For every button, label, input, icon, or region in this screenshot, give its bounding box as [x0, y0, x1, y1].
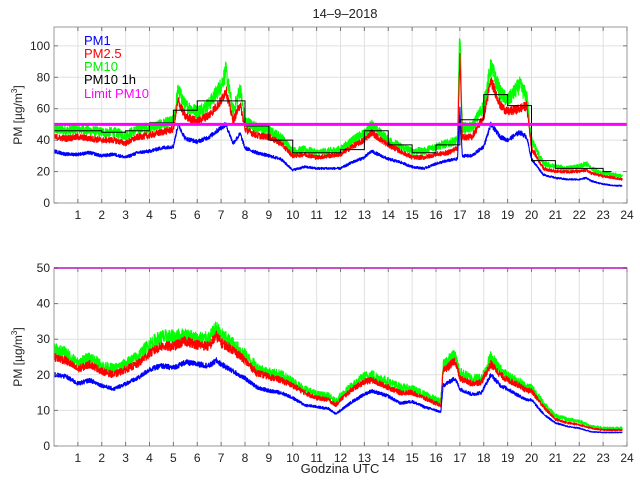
x-tick-label: 21	[549, 208, 563, 222]
x-tick-label: 12	[334, 208, 348, 222]
x-tick-label: 16	[429, 451, 443, 465]
x-tick-label: 5	[170, 451, 177, 465]
x-tick-label: 14	[382, 208, 396, 222]
series-line-pm10	[53, 321, 623, 431]
x-tick-label: 13	[358, 208, 372, 222]
x-tick-label: 20	[525, 208, 539, 222]
x-tick-label: 9	[266, 208, 273, 222]
x-tick-label: 3	[122, 451, 129, 465]
x-tick-label: 19	[501, 451, 515, 465]
x-tick-label: 24	[620, 451, 634, 465]
x-tick-label: 12	[334, 451, 348, 465]
y-tick-label: 10	[37, 403, 51, 417]
y-tick-label: 60	[37, 102, 51, 116]
x-tick-label: 19	[501, 208, 515, 222]
legend-pm25: PM2.5	[84, 46, 122, 61]
y-axis-label-text-end: ]	[11, 327, 25, 330]
x-tick-label: 17	[453, 208, 467, 222]
x-tick-label: 6	[194, 208, 201, 222]
y-axis-label-text: PM [µg/m	[11, 93, 25, 145]
y-tick-label: 40	[37, 297, 51, 311]
x-tick-label: 16	[429, 208, 443, 222]
x-tick-label: 8	[242, 451, 249, 465]
x-axis-label: Godzina UTC	[301, 461, 380, 476]
x-tick-label: 18	[477, 451, 491, 465]
series-line-pm25	[53, 330, 623, 432]
legend-pm10-1h: PM10 1h	[84, 72, 136, 87]
series-line-pm10-1h	[54, 94, 612, 173]
legend-pm1: PM1	[84, 33, 111, 48]
x-tick-label: 4	[146, 451, 153, 465]
series-line-pm25	[53, 52, 623, 181]
x-tick-label: 2	[98, 451, 105, 465]
y-tick-label: 40	[37, 133, 51, 147]
x-tick-label: 3	[122, 208, 129, 222]
x-tick-label: 10	[286, 208, 300, 222]
legend: PM1 PM2.5 PM10 PM10 1h Limit PM10	[84, 33, 149, 101]
x-tick-label: 14	[382, 451, 396, 465]
bottom-plot: 1 2 3 4 5 6 7 8 9 10 11 12 13 14 15 16 17 18 19 20 21 22 23 240…	[10, 261, 634, 465]
x-tick-label: 5	[170, 208, 177, 222]
y-tick-label: 0	[43, 196, 50, 210]
x-tick-label: 2	[98, 208, 105, 222]
x-tick-label: 7	[218, 451, 225, 465]
legend-limit-pm10: Limit PM10	[84, 86, 149, 101]
series-line-pm1	[53, 357, 623, 434]
x-tick-label: 8	[242, 208, 249, 222]
y-axis-label: PM [µg/m3]	[10, 327, 25, 386]
y-axis-label-text-end: ]	[11, 85, 25, 88]
x-tick-label: 20	[525, 451, 539, 465]
y-axis-label-superscript: 3	[10, 330, 19, 335]
x-tick-label: 23	[596, 208, 610, 222]
chart-title: 14–9–2018	[312, 6, 377, 21]
x-tick-label: 7	[218, 208, 225, 222]
x-tick-label: 22	[573, 208, 587, 222]
y-tick-label: 30	[37, 332, 51, 346]
y-tick-label: 50	[37, 261, 51, 275]
x-tick-label: 4	[146, 208, 153, 222]
x-tick-label: 23	[596, 451, 610, 465]
x-tick-label: 9	[266, 451, 273, 465]
x-tick-label: 17	[453, 451, 467, 465]
x-tick-label: 15	[405, 451, 419, 465]
y-tick-label: 0	[43, 439, 50, 453]
y-tick-label: 20	[37, 368, 51, 382]
x-tick-label: 11	[310, 451, 323, 465]
x-tick-label: 18	[477, 208, 491, 222]
y-axis-label-superscript: 3	[10, 88, 19, 93]
x-tick-label: 13	[358, 451, 372, 465]
top-plot: 1 2 3 4 5 6 7 8 9 10 11 12 13 14 15 16 17 18 19 20 21 22 23 240…	[10, 26, 634, 222]
y-tick-label: 80	[37, 70, 51, 84]
y-tick-label: 20	[37, 165, 51, 179]
series-line-pm1	[53, 106, 623, 187]
y-axis-label: PM [µg/m3]	[10, 85, 25, 144]
x-tick-label: 24	[620, 208, 634, 222]
x-tick-label: 11	[310, 208, 323, 222]
x-tick-label: 6	[194, 451, 201, 465]
legend-pm10: PM10	[84, 59, 118, 74]
x-tick-label: 1	[75, 451, 82, 465]
x-tick-label: 10	[286, 451, 300, 465]
x-tick-label: 1	[75, 208, 82, 222]
x-tick-label: 21	[549, 451, 563, 465]
x-tick-label: 15	[405, 208, 419, 222]
x-tick-label: 22	[573, 451, 587, 465]
y-tick-label: 100	[30, 39, 50, 53]
y-axis-label-text: PM [µg/m	[11, 335, 25, 387]
